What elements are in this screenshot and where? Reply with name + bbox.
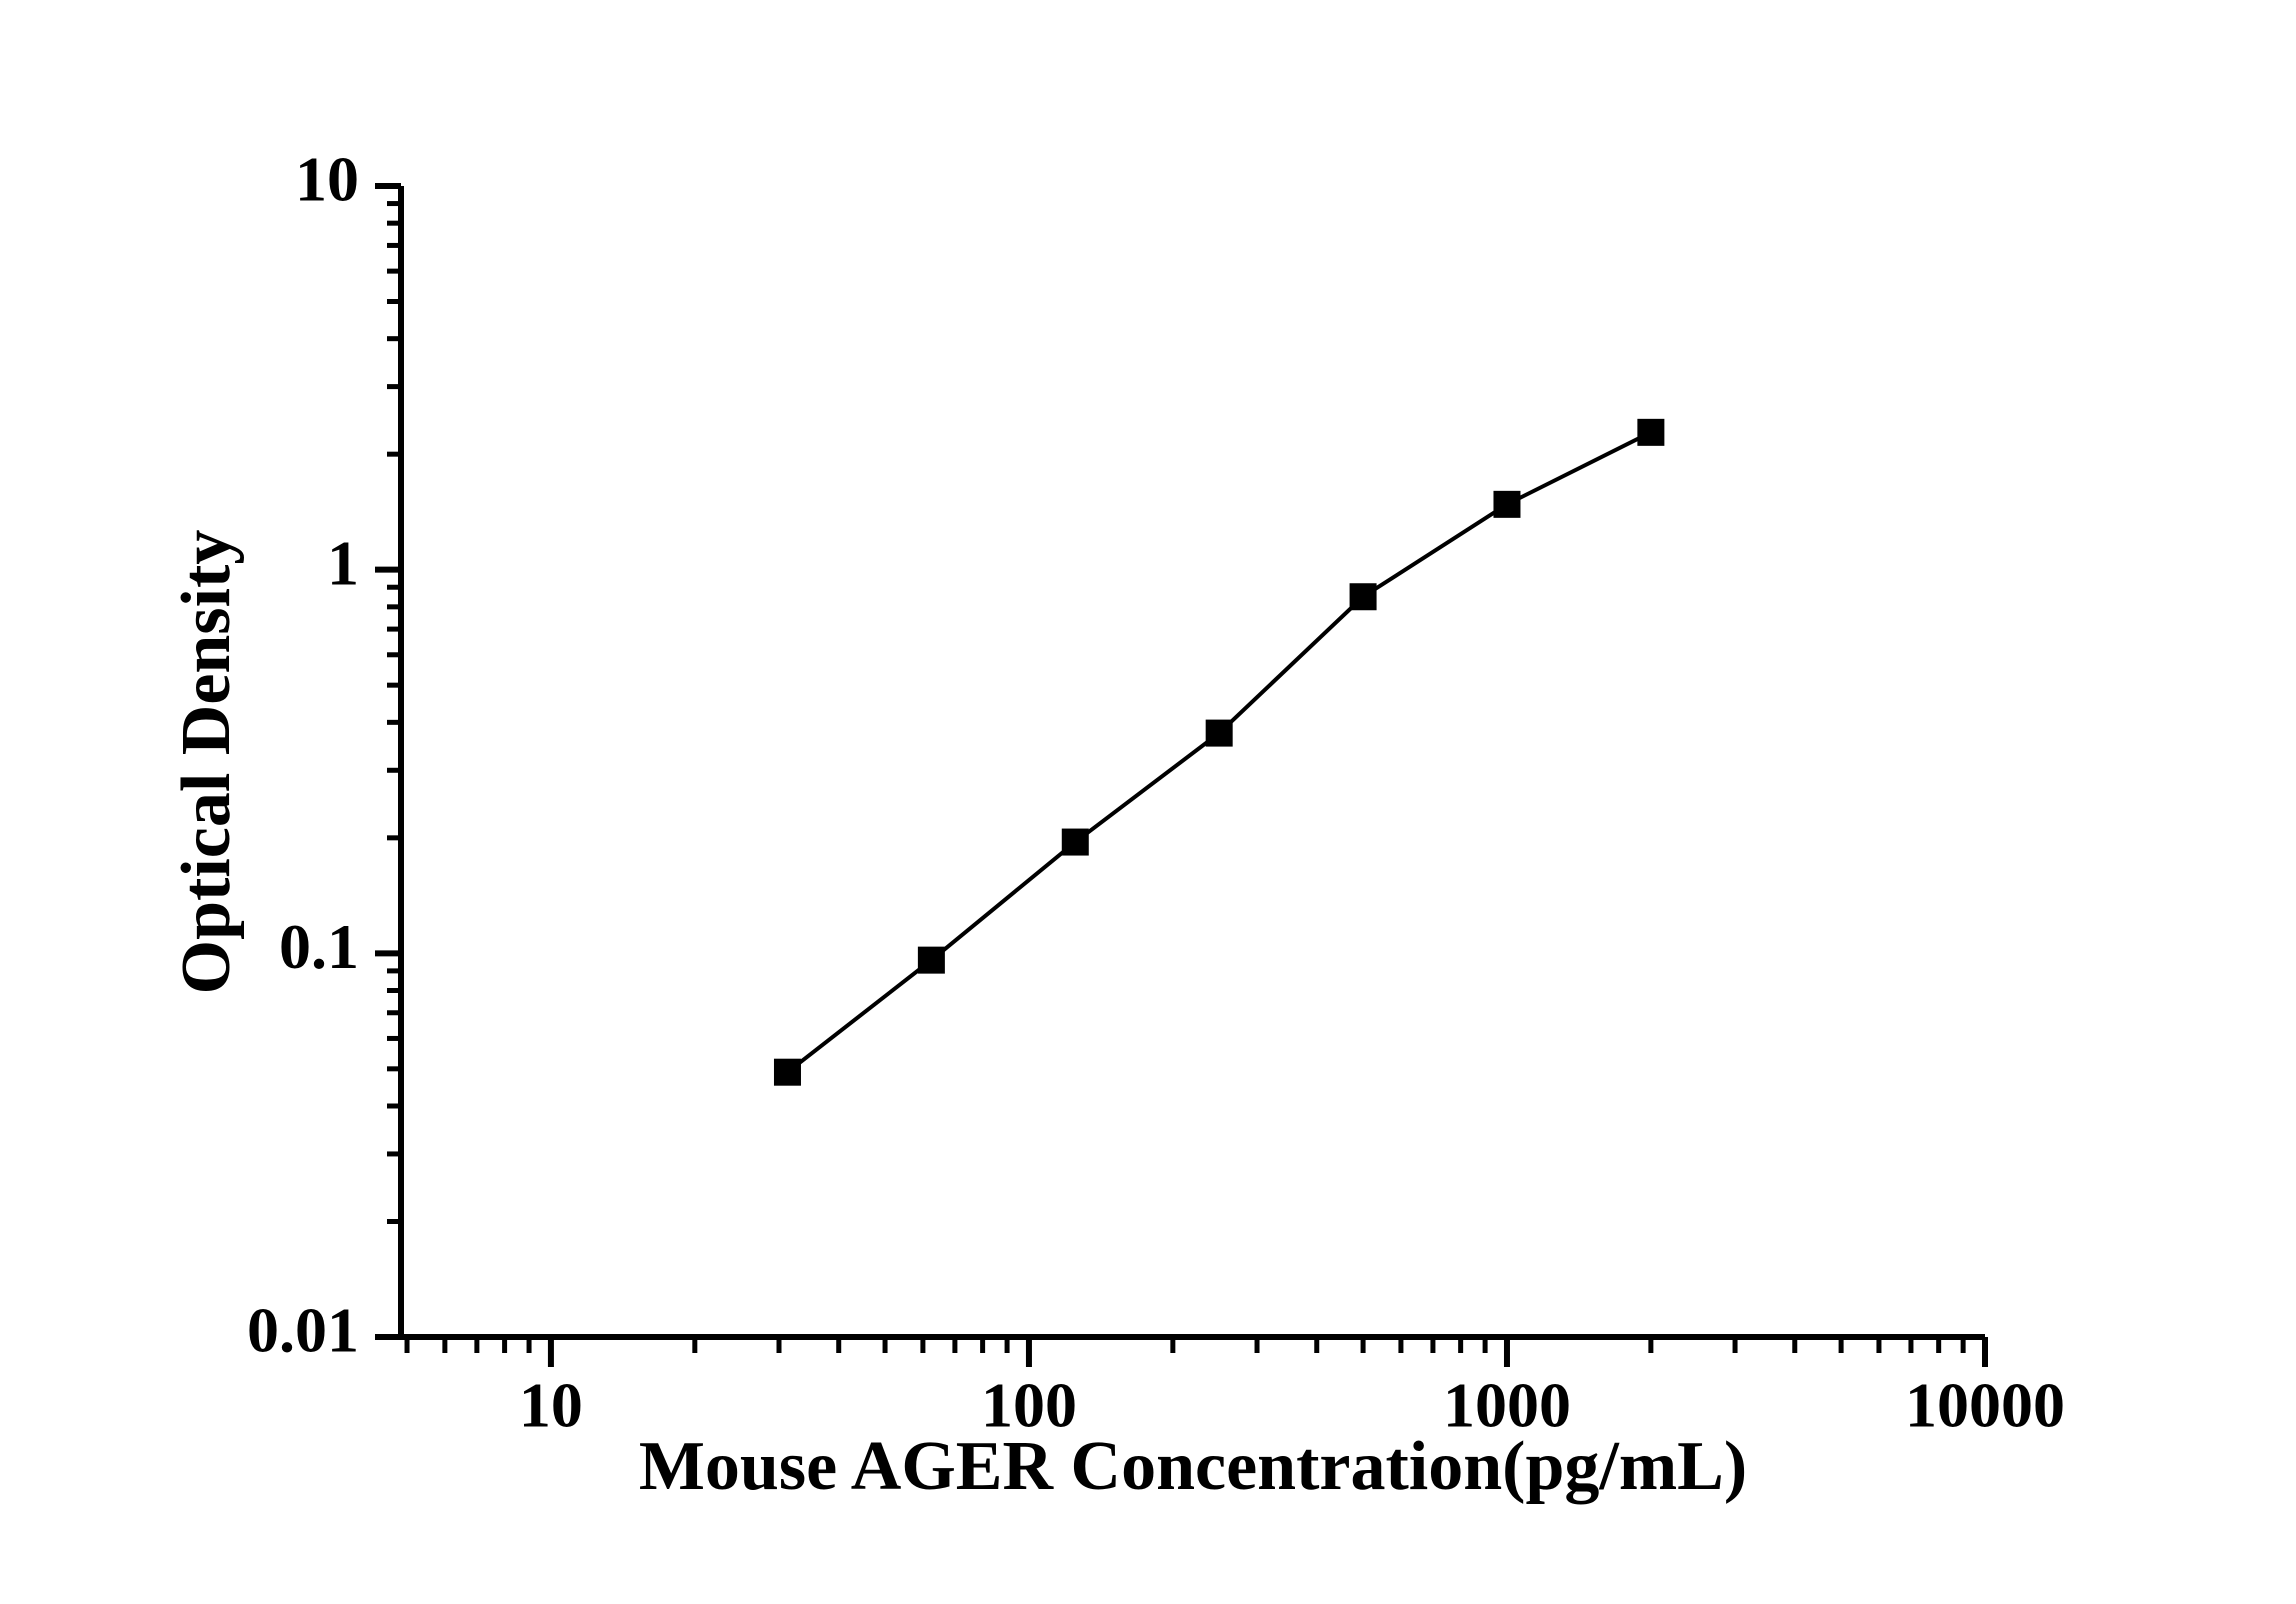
data-point-marker bbox=[1061, 828, 1089, 856]
data-point-marker bbox=[1493, 490, 1521, 518]
y-axis-title: Optical Density bbox=[168, 530, 245, 995]
data-point-marker bbox=[1205, 719, 1233, 747]
standard-curve-line bbox=[786, 430, 1652, 1074]
x-axis-title: Mouse AGER Concentration(pg/mL) bbox=[639, 1428, 1747, 1505]
y-axis-tick-label: 1 bbox=[327, 527, 359, 598]
plot-generated-content: 10 100 1000 10000 0.01 0.1 1 10 bbox=[247, 144, 2065, 1441]
y-axis-tick-label: 0.01 bbox=[247, 1295, 359, 1366]
x-axis-tick-label: 100 bbox=[981, 1370, 1077, 1441]
data-point-marker bbox=[917, 946, 945, 974]
x-axis-tick-label: 10000 bbox=[1905, 1370, 2065, 1441]
data-point-marker bbox=[1637, 418, 1665, 446]
data-point-marker bbox=[773, 1058, 801, 1086]
y-axis-tick-label: 10 bbox=[295, 144, 359, 215]
data-point-marker bbox=[1349, 583, 1377, 611]
y-axis-tick-label: 0.1 bbox=[279, 911, 359, 982]
x-axis-tick-label: 10 bbox=[519, 1370, 583, 1441]
x-axis-tick-label: 1000 bbox=[1443, 1370, 1571, 1441]
